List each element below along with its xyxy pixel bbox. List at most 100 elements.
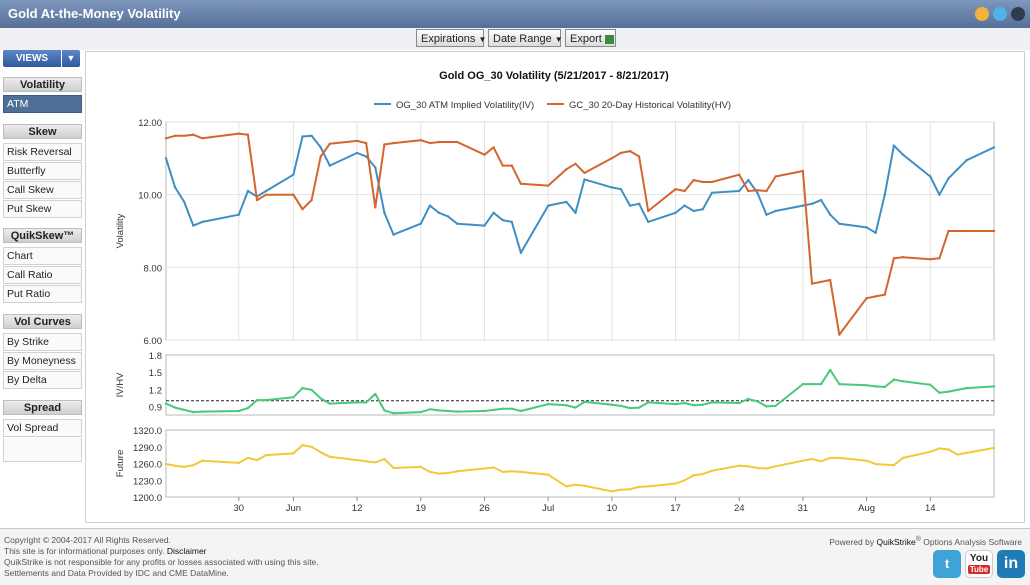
sidebar-item-put-skew[interactable]: Put Skew (3, 200, 82, 218)
volatility-series-0-point (547, 204, 550, 207)
volatility-series-1-point (301, 208, 304, 211)
future-y-tick-label: 1200.0 (133, 493, 162, 504)
future-series-0-point (419, 465, 422, 469)
volatility-series-1-point (583, 171, 586, 175)
ivhv-series-0-point (838, 382, 841, 386)
volatility-series-0-point (365, 155, 368, 158)
plot-area: 12.00 10.00 8.00 6.00 Volatility 1.8 1.5 1.2 0.9… (115, 118, 996, 514)
section-skew: Skew (3, 124, 82, 139)
future-series-0-point (701, 472, 704, 476)
sidebar-item-vol-spread[interactable]: Vol Spread (3, 419, 82, 437)
future-series-0-point (683, 479, 686, 482)
ivhv-series-0-point (501, 407, 504, 410)
volatility-series-1-point (956, 229, 959, 233)
ivhv-series-0-point (237, 409, 240, 413)
settings-icon[interactable] (1011, 7, 1025, 21)
volatility-series-0-point (492, 211, 495, 214)
powered-by: Powered by QuikStrike® Options Analysis … (829, 536, 1022, 547)
ivhv-series-0-point (183, 408, 186, 412)
ivhv-series-0-point (628, 406, 632, 410)
volatility-series-1-point (892, 257, 896, 260)
volatility-series-0-point (829, 213, 832, 216)
ivhv-series-0-point (565, 404, 568, 407)
future-series-0-point (865, 459, 868, 462)
future-series-0-point (610, 490, 613, 493)
youtube-icon[interactable]: You Tube (965, 550, 993, 578)
sidebar-item-put-ratio[interactable]: Put Ratio (3, 285, 82, 303)
future-y-tick-label: 1230.0 (133, 476, 162, 487)
linkedin-icon[interactable]: in (997, 550, 1025, 578)
volatility-series-0-point (437, 211, 441, 214)
views-dropdown-icon[interactable]: ▼ (62, 50, 80, 67)
volatility-series-1-point (565, 168, 568, 171)
volatility-series-0-point (419, 222, 422, 225)
sidebar-item-by-delta[interactable]: By Delta (3, 371, 82, 389)
ivhv-series-0-point (892, 378, 896, 381)
volatility-series-1-point (183, 134, 186, 137)
future-series-0-point (437, 472, 441, 475)
future-series-0-point (938, 447, 941, 450)
sidebar-item-call-ratio[interactable]: Call Ratio (3, 266, 82, 284)
volatility-series-0-point (692, 209, 695, 213)
volatility-series-1-point (264, 193, 268, 196)
volatility-series-0-point (956, 168, 959, 171)
sidebar-item-call-skew[interactable]: Call Skew (3, 181, 82, 199)
date-range-dropdown[interactable]: Date Range ▼ (488, 29, 563, 47)
volatility-series-0-point (456, 222, 459, 225)
sidebar-item-chart[interactable]: Chart (3, 247, 82, 265)
volatility-series-0-point (628, 204, 632, 207)
sidebar-item-by-strike[interactable]: By Strike (3, 333, 82, 351)
future-series-0-point (747, 465, 750, 468)
future-series-0-point (365, 460, 368, 463)
ivhv-series-0-point (774, 404, 777, 408)
twitter-icon[interactable]: t (933, 550, 961, 578)
ivhv-series-0-point (765, 405, 768, 408)
expirations-dropdown[interactable]: Expirations ▼ (416, 29, 486, 47)
ivhv-y-tick-label: 1.2 (149, 385, 162, 396)
volatility-series-1-point (383, 143, 386, 146)
volatility-series-0-point (610, 186, 613, 189)
views-button[interactable]: VIEWS (3, 50, 61, 67)
sidebar-item-risk-reversal[interactable]: Risk Reversal (3, 143, 82, 161)
future-y-tick-label: 1260.0 (133, 460, 162, 471)
volatility-series-0-point (173, 186, 177, 189)
lightning-icon[interactable] (975, 7, 989, 21)
volatility-series-1-point (374, 206, 377, 209)
volatility-series-0-point (838, 222, 841, 225)
disclaimer-link[interactable]: Disclaimer (166, 546, 207, 556)
volatility-series-1-point (637, 155, 641, 158)
volatility-series-1-point (865, 297, 868, 300)
volatility-series-1-point (810, 282, 814, 285)
volatility-series-1-point (874, 295, 877, 298)
section-volatility: Volatility (3, 77, 82, 92)
volatility-series-0-point (756, 191, 759, 194)
volatility-series-1-point (965, 229, 968, 233)
volatility-series-1-point (747, 189, 750, 193)
volatility-series-1-point (765, 189, 768, 193)
ivhv-y-tick-label: 1.8 (149, 351, 162, 362)
ivhv-series-0-point (829, 368, 832, 372)
volatility-series-1-point (483, 153, 486, 156)
future-series-0-point (574, 483, 577, 486)
ivhv-series-0-point (428, 408, 432, 411)
future-series-0-point (647, 485, 650, 488)
volatility-series-1-point (456, 140, 459, 144)
future-series-0-point (301, 443, 304, 447)
volatility-series-1-point (929, 258, 932, 261)
volatility-series-1-point (547, 184, 550, 187)
volatility-series-1-point (310, 198, 313, 202)
volatility-series-1-point (246, 133, 250, 136)
volatility-series-1-point (801, 169, 805, 173)
ivhv-series-0-point (637, 406, 641, 409)
ivhv-series-0-point (192, 410, 195, 414)
date-range-label: Date Range (493, 33, 552, 45)
twitter-icon[interactable] (993, 7, 1007, 21)
chart-panel: Gold OG_30 Volatility (5/21/2017 - 8/21/… (85, 51, 1025, 523)
sidebar-item-atm[interactable]: ATM (3, 95, 82, 113)
future-series-0-point (264, 453, 268, 457)
export-button[interactable]: Export (565, 29, 616, 47)
sidebar-item-by-moneyness[interactable]: By Moneyness (3, 352, 82, 370)
sidebar-item-butterfly[interactable]: Butterfly (3, 162, 82, 180)
ivhv-series-0-point (674, 402, 677, 406)
ivhv-y-tick-label: 0.9 (149, 402, 162, 413)
